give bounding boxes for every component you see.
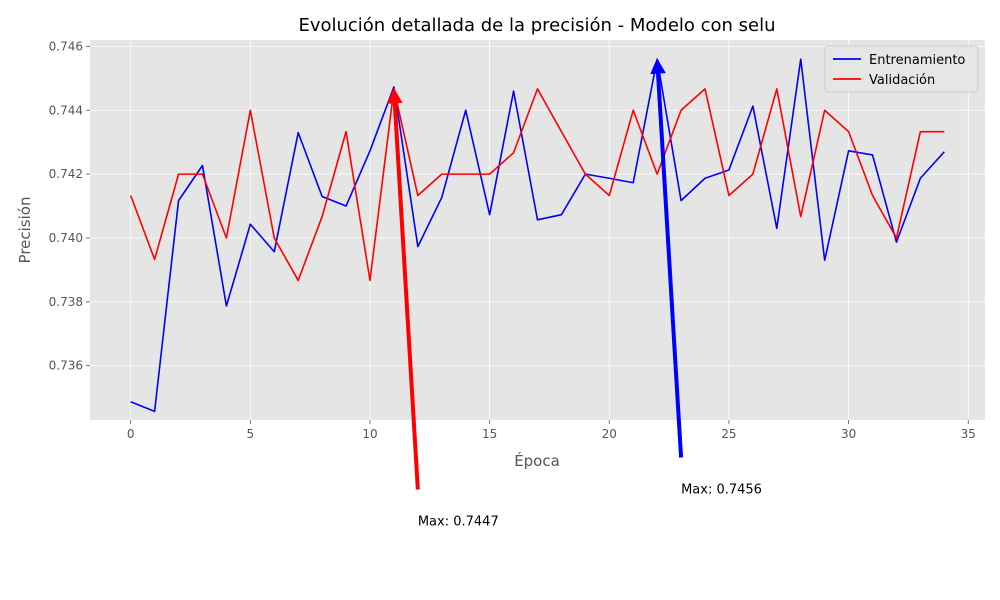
annotation-arrow-head [650,58,666,75]
x-tick-label: 25 [721,427,736,441]
grid-lines [90,40,985,420]
annotations: Max: 0.7447 Max: 0.7456 [386,58,762,529]
x-tick-label: 10 [362,427,377,441]
x-tick-label: 0 [127,427,135,441]
plot-area [90,40,985,420]
legend: Entrenamiento Validación [824,45,979,93]
y-axis-ticks: 0.736 0.738 0.740 0.742 0.744 0.746 [49,39,90,373]
series-line-entrenamiento [130,58,945,413]
annotation-label: Max: 0.7447 [418,514,499,529]
y-tick-label: 0.742 [49,167,83,181]
y-axis-label: Precisión [16,197,34,264]
y-tick-label: 0.738 [49,295,83,309]
y-tick-label: 0.740 [49,231,83,245]
annotation-arrow-head [386,87,403,104]
x-tick-label: 20 [602,427,617,441]
series-lines [129,58,945,413]
legend-label: Entrenamiento [869,53,965,68]
annotation-arrow-shaft [655,73,684,458]
x-tick-label: 35 [961,427,976,441]
y-tick-label: 0.736 [49,359,83,373]
series-line-validacion [129,88,945,282]
x-tick-label: 15 [482,427,497,441]
x-tick-label: 5 [247,427,255,441]
annotation-arrow-shaft [392,102,420,490]
max-annotation: Max: 0.7456 [650,58,762,498]
x-tick-label: 30 [841,427,856,441]
y-tick-label: 0.744 [49,103,83,117]
legend-label: Validación [869,73,935,88]
annotation-label: Max: 0.7456 [681,483,762,498]
x-axis-ticks: 0 5 10 15 20 25 30 35 [127,420,976,441]
x-axis-label: Época [514,451,560,470]
legend-box [824,45,979,93]
chart-title: Evolución detallada de la precisión - Mo… [298,15,775,36]
max-annotation: Max: 0.7447 [386,87,499,529]
y-tick-label: 0.746 [49,39,83,53]
